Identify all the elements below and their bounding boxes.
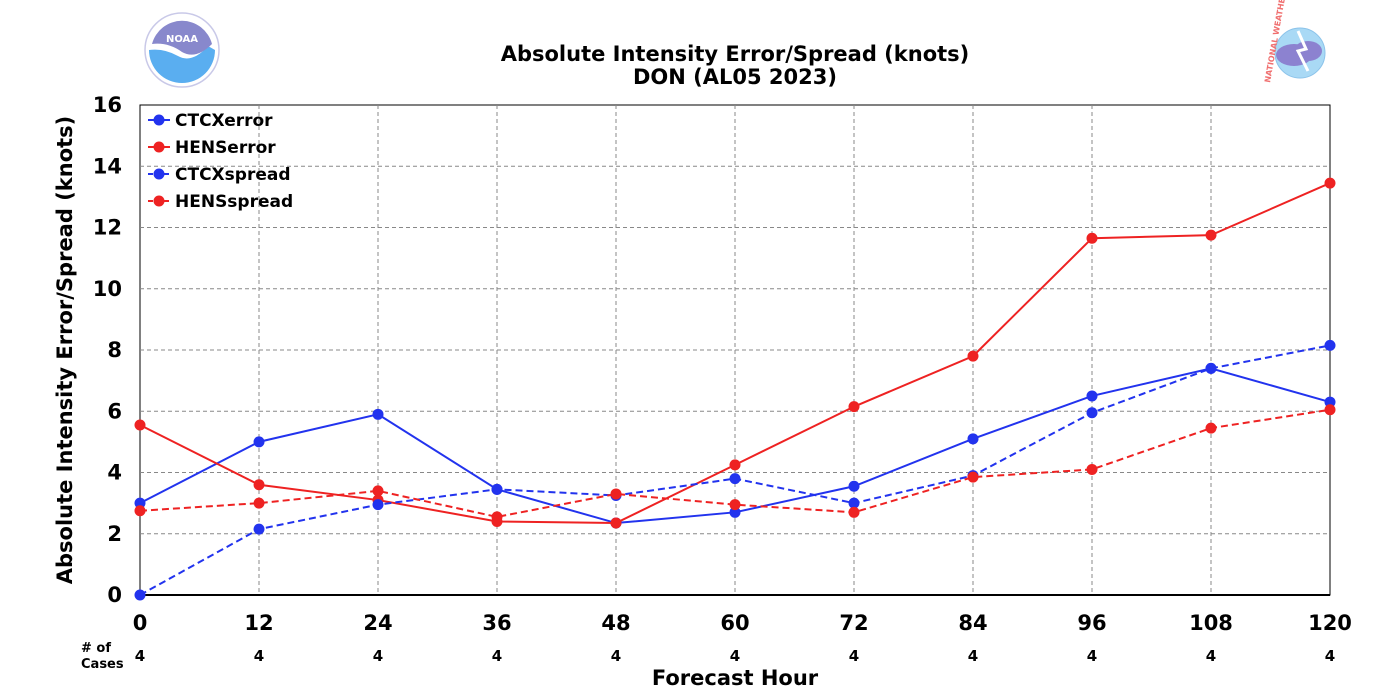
cases-count: 4 xyxy=(1206,647,1216,665)
cases-count: 4 xyxy=(135,647,145,665)
y-tick-label: 8 xyxy=(107,338,122,362)
y-tick-label: 2 xyxy=(107,522,122,546)
data-point-henserror xyxy=(134,419,146,431)
x-tick-label: 84 xyxy=(958,611,987,635)
legend: CTCXerror HENSerror CTCXspread HENSspread xyxy=(148,111,293,212)
data-point-ctcxspread xyxy=(1086,407,1098,419)
x-axis-ticks: 0 12 24 36 48 60 72 84 96 108 120 xyxy=(133,611,1352,635)
y-axis-label: Absolute Intensity Error/Spread (knots) xyxy=(53,116,77,585)
cases-count: 4 xyxy=(254,647,264,665)
data-point-ctcxspread xyxy=(134,589,146,601)
data-point-ctcxerror xyxy=(1324,396,1336,408)
data-point-hensspread xyxy=(134,505,146,517)
y-tick-label: 10 xyxy=(93,277,122,301)
cases-count: 4 xyxy=(968,647,978,665)
data-point-ctcxspread xyxy=(253,523,265,535)
data-point-hensspread xyxy=(1205,422,1217,434)
legend-label-ctcxspread: CTCXspread xyxy=(175,165,291,185)
legend-marker-hensspread xyxy=(153,195,165,207)
x-tick-label: 24 xyxy=(363,611,392,635)
data-point-ctcxerror xyxy=(848,480,860,492)
x-tick-label: 36 xyxy=(482,611,511,635)
data-point-henserror xyxy=(729,459,741,471)
x-tick-label: 12 xyxy=(244,611,273,635)
data-point-ctcxerror xyxy=(967,433,979,445)
cases-count: 4 xyxy=(492,647,502,665)
y-tick-label: 6 xyxy=(107,399,122,423)
data-point-hensspread xyxy=(610,488,622,500)
data-point-hensspread xyxy=(967,471,979,483)
x-tick-label: 96 xyxy=(1077,611,1106,635)
y-tick-label: 0 xyxy=(107,583,122,607)
chart-subtitle: DON (AL05 2023) xyxy=(633,65,837,89)
y-tick-label: 14 xyxy=(93,154,122,178)
data-point-hensspread xyxy=(1086,463,1098,475)
y-axis-ticks: 0 2 4 6 8 10 12 14 16 xyxy=(93,93,122,607)
x-tick-label: 120 xyxy=(1308,611,1352,635)
data-point-ctcxspread xyxy=(729,473,741,485)
data-point-ctcxerror xyxy=(253,436,265,448)
data-point-henserror xyxy=(1086,232,1098,244)
noaa-logo-text: NOAA xyxy=(166,34,198,45)
cases-label-line2: Cases xyxy=(81,657,124,672)
legend-label-henserror: HENSerror xyxy=(175,138,276,158)
y-tick-label: 16 xyxy=(93,93,122,117)
series-group xyxy=(134,177,1336,601)
legend-marker-henserror xyxy=(153,141,165,153)
cases-count: 4 xyxy=(1087,647,1097,665)
cases-row: 4 4 4 4 4 4 4 4 4 4 4 xyxy=(135,647,1335,665)
data-point-hensspread xyxy=(1324,404,1336,416)
legend-marker-ctcxerror xyxy=(153,114,165,126)
cases-count: 4 xyxy=(730,647,740,665)
data-point-ctcxspread xyxy=(848,497,860,509)
data-point-hensspread xyxy=(491,511,503,523)
data-point-hensspread xyxy=(848,506,860,518)
nws-logo: NATIONAL WEATHER SERVICE xyxy=(1263,0,1336,89)
chart-title: Absolute Intensity Error/Spread (knots) xyxy=(501,42,970,66)
x-tick-label: 60 xyxy=(720,611,749,635)
data-point-henserror xyxy=(253,479,265,491)
cases-count: 4 xyxy=(849,647,859,665)
noaa-logo: NOAA xyxy=(144,12,220,88)
data-point-ctcxspread xyxy=(372,499,384,511)
data-point-ctcxerror xyxy=(372,408,384,420)
y-tick-label: 4 xyxy=(107,461,122,485)
data-point-henserror xyxy=(848,401,860,413)
data-point-henserror xyxy=(1324,177,1336,189)
data-point-ctcxerror xyxy=(134,497,146,509)
x-axis-label: Forecast Hour xyxy=(652,666,819,690)
cases-count: 4 xyxy=(1325,647,1335,665)
data-point-ctcxspread xyxy=(491,483,503,495)
y-tick-label: 12 xyxy=(93,216,122,240)
x-tick-label: 72 xyxy=(839,611,868,635)
cases-count: 4 xyxy=(373,647,383,665)
data-point-ctcxspread xyxy=(1205,362,1217,374)
data-point-hensspread xyxy=(253,497,265,509)
series-hensspread xyxy=(134,404,1336,523)
cases-label-line1: # of xyxy=(81,641,111,656)
legend-label-ctcxerror: CTCXerror xyxy=(175,111,273,131)
data-point-henserror xyxy=(610,517,622,529)
cases-count: 4 xyxy=(611,647,621,665)
data-point-hensspread xyxy=(729,499,741,511)
legend-marker-ctcxspread xyxy=(153,168,165,180)
data-point-ctcxerror xyxy=(1086,390,1098,402)
legend-label-hensspread: HENSspread xyxy=(175,192,293,212)
x-tick-label: 0 xyxy=(133,611,148,635)
data-point-henserror xyxy=(1205,229,1217,241)
data-point-hensspread xyxy=(372,485,384,497)
data-point-henserror xyxy=(967,350,979,362)
x-tick-label: 108 xyxy=(1189,611,1233,635)
x-tick-label: 48 xyxy=(601,611,630,635)
data-point-ctcxerror xyxy=(729,506,741,518)
series-line-hensspread xyxy=(139,408,1331,518)
data-point-ctcxspread xyxy=(1324,339,1336,351)
